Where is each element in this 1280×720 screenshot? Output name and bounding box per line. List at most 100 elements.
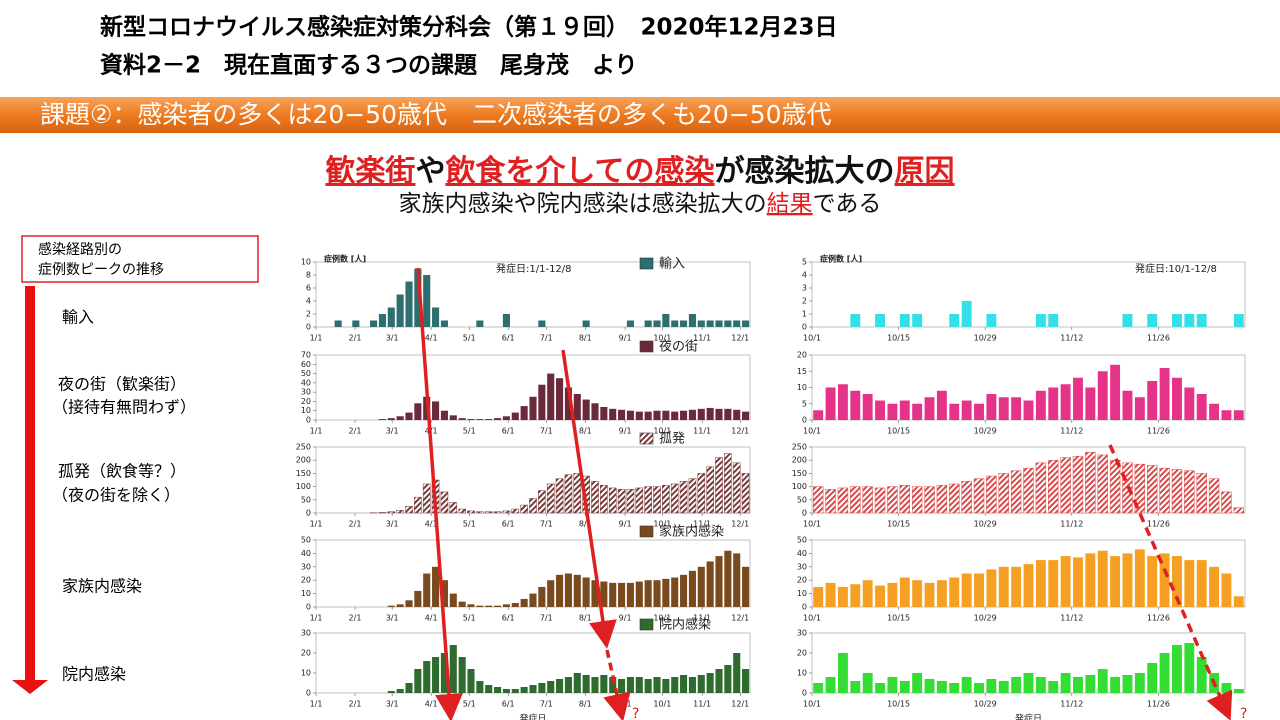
question-mark: ? bbox=[632, 706, 639, 720]
y-tick-label: 250 bbox=[792, 443, 807, 452]
bar bbox=[467, 419, 475, 420]
bar bbox=[520, 504, 528, 514]
bar bbox=[662, 679, 670, 693]
bar bbox=[706, 407, 714, 420]
bar bbox=[850, 390, 861, 420]
bar bbox=[626, 582, 634, 607]
x-tick-label: 7/1 bbox=[540, 700, 553, 709]
bar bbox=[644, 580, 652, 607]
x-tick-label: 12/1 bbox=[731, 614, 749, 623]
bar bbox=[511, 689, 519, 693]
y-tick-label: 200 bbox=[792, 456, 807, 465]
bar bbox=[1085, 675, 1096, 693]
bar bbox=[485, 419, 493, 420]
bar bbox=[494, 418, 502, 420]
bar bbox=[476, 511, 484, 514]
bar bbox=[485, 685, 493, 693]
bar bbox=[724, 453, 732, 514]
side-arrow-shaft bbox=[25, 286, 35, 682]
bar bbox=[874, 487, 886, 514]
bar bbox=[467, 604, 475, 607]
bar bbox=[520, 687, 528, 693]
arrow bbox=[603, 649, 631, 720]
bar bbox=[644, 411, 652, 420]
bar bbox=[644, 486, 652, 514]
bar bbox=[635, 581, 643, 607]
bar bbox=[998, 681, 1009, 693]
bar bbox=[600, 485, 608, 514]
y-tick-label: 50 bbox=[301, 369, 311, 378]
bar bbox=[986, 679, 997, 693]
bar bbox=[582, 577, 590, 607]
bar bbox=[1172, 377, 1182, 420]
bar bbox=[1221, 410, 1232, 420]
bar bbox=[476, 681, 484, 693]
bar bbox=[378, 419, 386, 420]
y-tick-label: 50 bbox=[797, 536, 807, 545]
x-tick-label: 6/1 bbox=[502, 614, 515, 623]
bar bbox=[1233, 507, 1245, 514]
bar bbox=[887, 403, 898, 420]
bar bbox=[414, 669, 422, 693]
bar bbox=[1159, 553, 1170, 607]
bar bbox=[1110, 556, 1121, 607]
bar bbox=[715, 556, 723, 607]
y-tick-label: 10 bbox=[797, 383, 807, 392]
bar bbox=[591, 481, 599, 514]
bar bbox=[564, 474, 573, 514]
bar bbox=[1011, 397, 1022, 420]
bar bbox=[1073, 377, 1083, 420]
bar bbox=[850, 486, 861, 514]
bar bbox=[1085, 553, 1096, 607]
x-tick-label: 7/1 bbox=[540, 334, 553, 343]
bar bbox=[396, 294, 404, 327]
bar bbox=[458, 508, 466, 514]
x-tick-label: 4/1 bbox=[425, 520, 438, 529]
bar bbox=[813, 586, 824, 607]
x-tick-label: 11/12 bbox=[1060, 700, 1083, 709]
bar bbox=[733, 320, 741, 327]
y-tick-label: 0 bbox=[802, 416, 807, 425]
x-tick-label: 6/1 bbox=[502, 334, 515, 343]
x-tick-label: 11/26 bbox=[1147, 334, 1170, 343]
side-label: 孤発（飲食等？） bbox=[58, 462, 186, 481]
y-tick-label: 4 bbox=[802, 271, 807, 280]
bar bbox=[334, 320, 342, 327]
side-title: 症例数ピークの推移 bbox=[38, 262, 164, 278]
y-tick-label: 0 bbox=[802, 689, 807, 698]
y-tick-label: 20 bbox=[797, 576, 807, 585]
bar bbox=[423, 573, 431, 607]
x-tick-label: 11/1 bbox=[693, 700, 711, 709]
bar bbox=[449, 502, 458, 514]
bar bbox=[825, 387, 836, 420]
x-tick-label: 3/1 bbox=[386, 427, 399, 436]
bar bbox=[837, 384, 848, 420]
bar bbox=[591, 677, 599, 693]
question-mark: ? bbox=[1240, 706, 1247, 720]
y-tick-label: 6 bbox=[306, 284, 311, 293]
bar bbox=[1147, 556, 1158, 607]
bar bbox=[724, 408, 732, 420]
bar bbox=[502, 689, 510, 693]
bar bbox=[986, 394, 997, 420]
bar bbox=[387, 605, 395, 607]
x-tick-label: 10/15 bbox=[887, 427, 910, 436]
note: 発症日:10/1-12/8 bbox=[1135, 262, 1217, 275]
bar bbox=[949, 314, 960, 327]
y-tick-label: 10 bbox=[301, 669, 311, 678]
x-axis-label: 発症日 bbox=[1015, 713, 1042, 720]
bar bbox=[825, 488, 836, 514]
bar bbox=[924, 582, 935, 607]
bar bbox=[715, 408, 723, 420]
bar bbox=[724, 665, 732, 693]
banner-bg bbox=[0, 97, 1280, 133]
bar bbox=[1035, 462, 1047, 514]
headline-part: が感染拡大の bbox=[715, 154, 895, 189]
bar bbox=[414, 496, 422, 514]
bar bbox=[1233, 410, 1244, 420]
side-label: （夜の街を除く） bbox=[52, 486, 180, 505]
bar bbox=[1184, 314, 1195, 327]
bar bbox=[961, 400, 972, 420]
headline-part: 結果 bbox=[767, 191, 813, 217]
bar bbox=[961, 301, 972, 327]
